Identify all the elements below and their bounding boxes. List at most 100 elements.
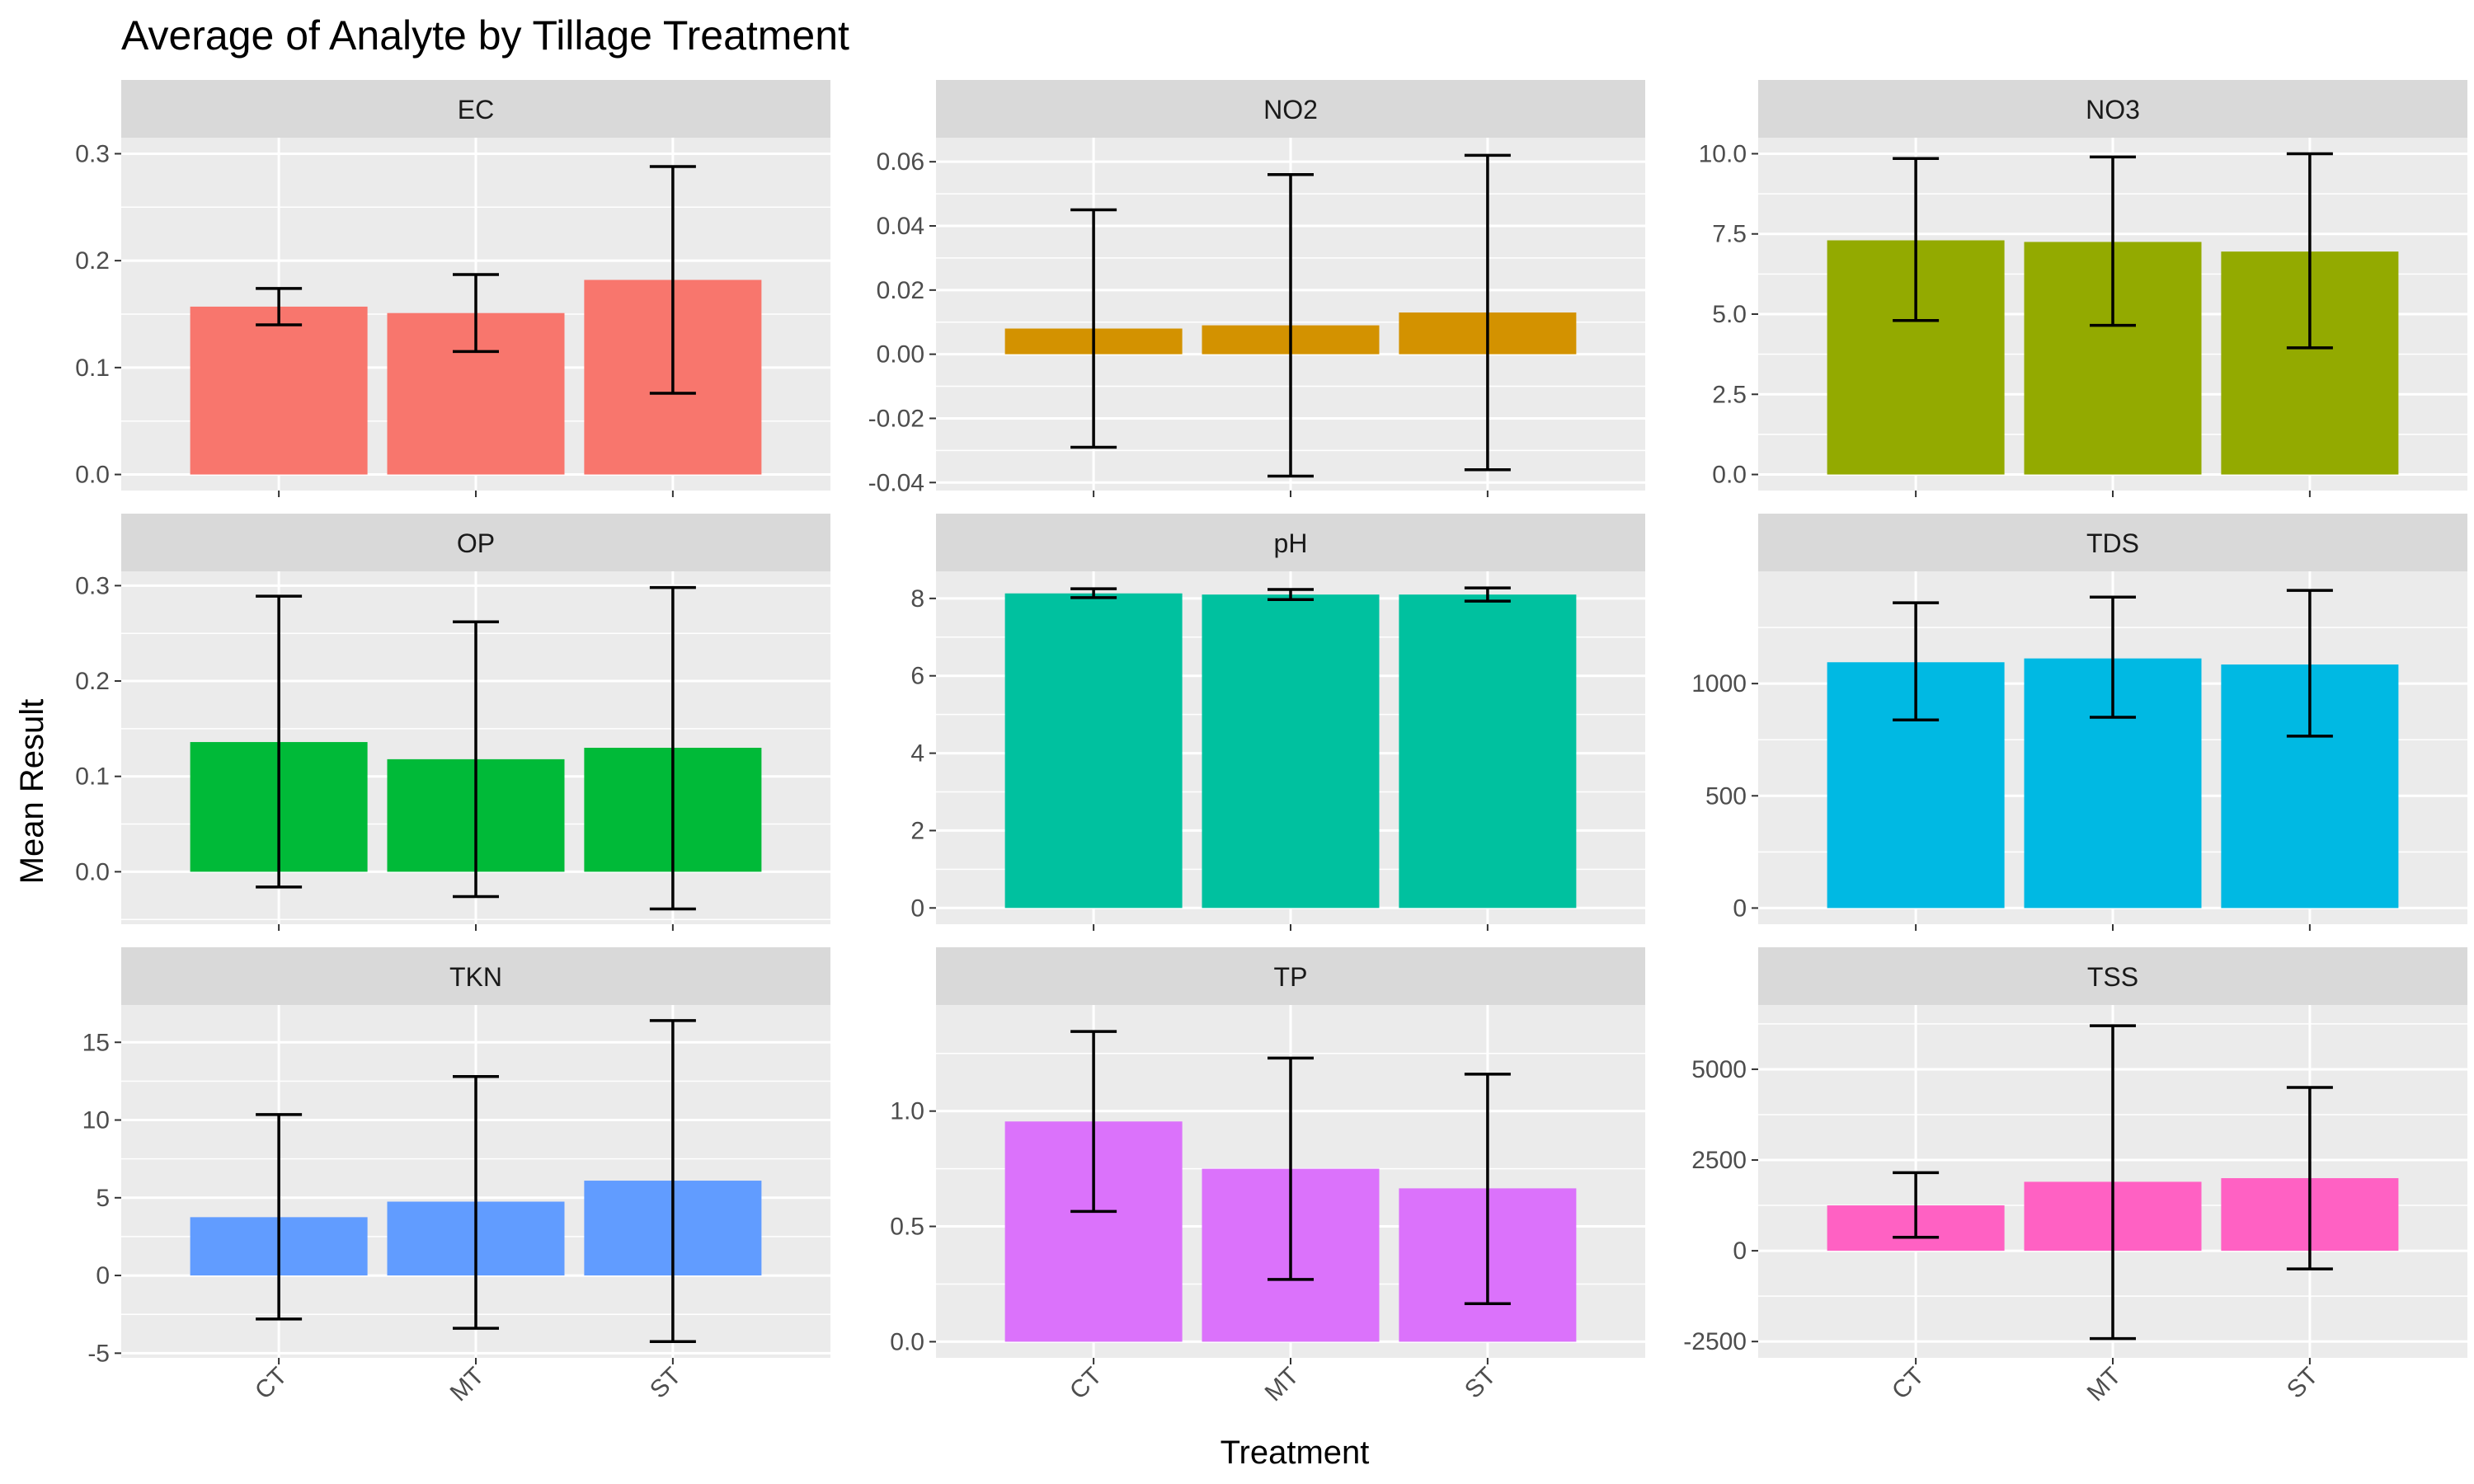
y-tick-label: 500 <box>1705 782 1747 810</box>
facet-strip <box>936 80 1645 138</box>
x-tick-label: MT <box>1260 1362 1305 1407</box>
x-axis-title: Treatment <box>1221 1435 1370 1471</box>
bar-st <box>1399 594 1577 909</box>
y-tick-label: 0 <box>910 895 924 922</box>
chart-title: Average of Analyte by Tillage Treatment <box>121 12 849 59</box>
y-tick-label: 5 <box>96 1185 110 1212</box>
facet-strip <box>936 514 1645 571</box>
x-tick-label: CT <box>1887 1362 1930 1405</box>
facet-strip-label: OP <box>457 528 495 558</box>
facet-op: OP 0.0 0.1 0.2 0.3 <box>75 514 830 931</box>
x-tick-label: ST <box>2282 1362 2323 1403</box>
y-tick-label: 0.00 <box>877 341 924 369</box>
y-tick-label: 0 <box>1733 895 1747 922</box>
y-tick-label: 0.3 <box>75 140 110 167</box>
error-bar-st <box>649 585 696 911</box>
facet-no2: NO2 -0.04 -0.02 0.00 0.02 0.04 0.06 <box>868 80 1645 497</box>
facet-tkn: TKN -5 0 5 10 15 CT MT ST <box>82 947 830 1407</box>
y-tick-label: 0.2 <box>75 668 110 695</box>
facet-tss: TSS -2500 0 2500 5000 CT MT ST <box>1683 947 2467 1407</box>
bar-ct <box>190 306 368 475</box>
error-bar-mt <box>1268 588 1314 602</box>
y-axis-title: Mean Result <box>14 699 50 885</box>
bar-mt <box>1202 594 1380 909</box>
error-bar-ct <box>1893 1171 1940 1239</box>
facet-strip-label: TKN <box>449 962 502 992</box>
y-tick-label: 5000 <box>1691 1056 1747 1083</box>
error-bar-st <box>649 1019 696 1343</box>
facet-strip-label: NO2 <box>1263 95 1318 124</box>
facet-no3: NO3 0.0 2.5 5.0 7.5 10.0 <box>1699 80 2467 497</box>
y-tick-label: 6 <box>910 663 924 690</box>
y-tick-label: 4 <box>910 740 924 768</box>
facet-ph: pH 0 2 4 6 8 <box>910 514 1645 931</box>
y-tick-label: 0.0 <box>75 462 110 489</box>
y-tick-label: 0.1 <box>75 355 110 382</box>
error-bar-ct <box>256 594 303 889</box>
facet-tds: TDS 0 500 1000 <box>1691 514 2467 931</box>
error-bar-ct <box>1070 587 1117 599</box>
facet-strip-label: TDS <box>2086 528 2139 558</box>
y-tick-label: 5.0 <box>1712 301 1747 328</box>
y-tick-label: 8 <box>910 585 924 613</box>
error-bar-st <box>2286 589 2333 738</box>
facet-tp: TP 0.0 0.5 1.0 CT MT ST <box>890 947 1645 1407</box>
facet-ec: EC 0.0 0.1 0.2 0.3 <box>75 80 830 497</box>
x-tick-label: ST <box>1460 1362 1501 1403</box>
x-tick-label: CT <box>250 1362 293 1405</box>
error-bar-ct <box>256 1113 303 1321</box>
y-tick-label: 2.5 <box>1712 381 1747 408</box>
facet-panels: EC0.00.10.20.3NO2-0.04-0.020.000.020.040… <box>75 80 2467 1407</box>
y-tick-label: 10 <box>82 1107 110 1134</box>
error-bar-mt <box>2090 1024 2136 1341</box>
y-tick-label: 0.06 <box>877 148 924 176</box>
error-bar-mt <box>453 620 499 899</box>
y-tick-label: 0.0 <box>890 1328 924 1355</box>
y-tick-label: 15 <box>82 1029 110 1056</box>
error-bar-mt <box>453 1074 499 1330</box>
facet-strip <box>121 947 830 1005</box>
y-tick-label: 0.3 <box>75 572 110 599</box>
error-bar-mt <box>2090 595 2136 719</box>
y-tick-label: 2 <box>910 817 924 844</box>
facet-strip <box>121 514 830 571</box>
y-tick-label: 0.04 <box>877 213 924 240</box>
y-tick-label: 0.0 <box>75 858 110 885</box>
error-bar-ct <box>256 287 303 326</box>
facet-strip <box>936 947 1645 1005</box>
facet-strip-label: EC <box>458 95 494 124</box>
y-tick-label: -5 <box>87 1340 110 1367</box>
x-tick-label: MT <box>445 1362 490 1407</box>
y-tick-label: 2500 <box>1691 1147 1747 1174</box>
error-bar-st <box>1464 153 1511 472</box>
error-bar-ct <box>1893 601 1940 721</box>
error-bar-ct <box>1893 157 1940 322</box>
error-bar-ct <box>1070 1030 1117 1214</box>
y-tick-label: 1000 <box>1691 670 1747 697</box>
x-tick-label: MT <box>2082 1362 2127 1407</box>
error-bar-st <box>649 165 696 395</box>
y-tick-label: 0.5 <box>890 1214 924 1241</box>
y-tick-label: -0.02 <box>868 405 924 432</box>
y-tick-label: 0 <box>96 1262 110 1289</box>
y-tick-label: 0.2 <box>75 247 110 275</box>
facet-strip-label: TSS <box>2087 962 2138 992</box>
error-bar-st <box>2286 152 2333 350</box>
facet-strip <box>1758 80 2467 138</box>
y-tick-label: 1.0 <box>890 1098 924 1125</box>
error-bar-mt <box>453 273 499 354</box>
y-tick-label: 0.1 <box>75 763 110 791</box>
error-bar-mt <box>2090 155 2136 327</box>
x-tick-label: ST <box>645 1362 686 1403</box>
bar-ct <box>1004 593 1183 909</box>
error-bar-st <box>1464 1073 1511 1306</box>
facet-strip <box>1758 514 2467 571</box>
facet-strip-label: NO3 <box>2086 95 2140 124</box>
y-tick-label: 0.02 <box>877 277 924 304</box>
error-bar-st <box>2286 1086 2333 1270</box>
y-tick-label: 0.0 <box>1712 462 1747 489</box>
facet-strip <box>1758 947 2467 1005</box>
facet-strip-label: TP <box>1274 962 1308 992</box>
y-tick-label: 0 <box>1733 1237 1747 1265</box>
